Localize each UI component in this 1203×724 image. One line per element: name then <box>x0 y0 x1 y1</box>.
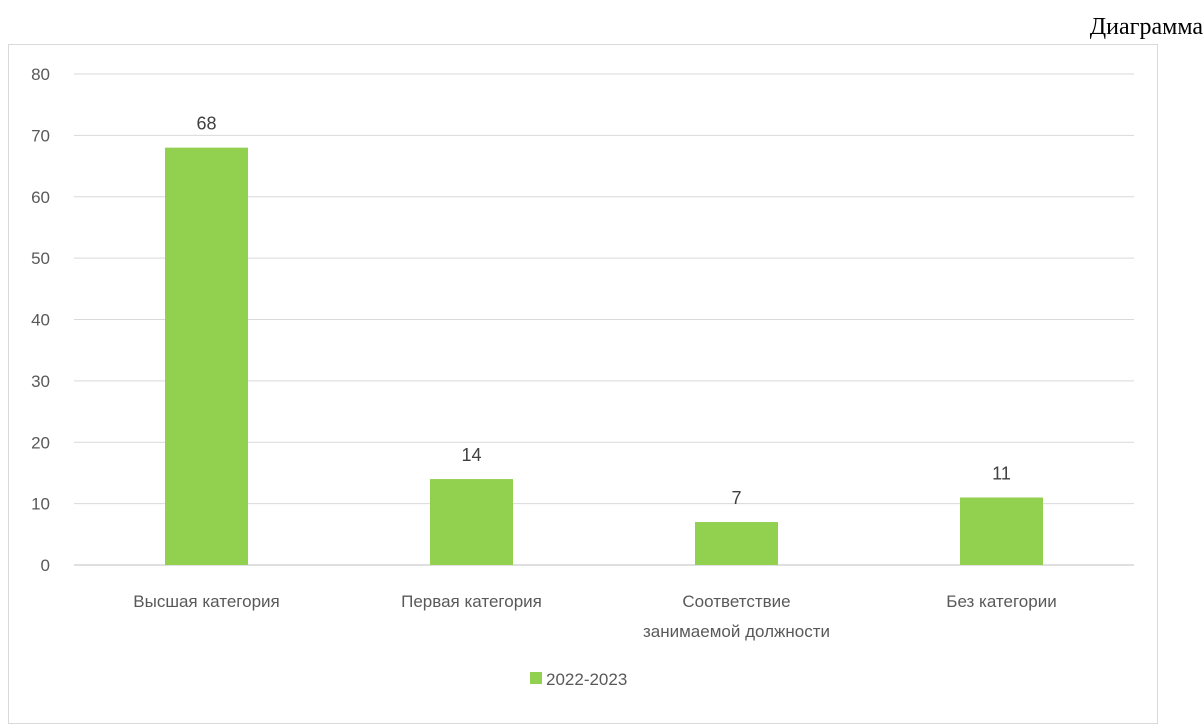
chart-caption: Диаграмма <box>1089 14 1203 40</box>
data-label: 11 <box>992 463 1011 483</box>
data-label: 14 <box>461 445 481 465</box>
y-tick-label: 80 <box>31 65 50 84</box>
category-label: занимаемой должности <box>643 622 830 641</box>
legend-label: 2022-2023 <box>546 670 627 689</box>
data-label: 7 <box>731 488 741 508</box>
category-label: Без категории <box>946 592 1056 611</box>
bar <box>695 522 778 565</box>
bar <box>165 147 248 565</box>
bar <box>960 497 1043 565</box>
bar <box>430 479 513 565</box>
y-tick-label: 20 <box>31 433 50 452</box>
y-tick-label: 70 <box>31 126 50 145</box>
category-label: Высшая категория <box>133 592 279 611</box>
y-tick-label: 40 <box>31 311 50 330</box>
y-tick-label: 30 <box>31 372 50 391</box>
legend-swatch <box>530 672 542 684</box>
category-label: Первая категория <box>401 592 542 611</box>
category-label: Соответствие <box>682 592 790 611</box>
y-tick-label: 10 <box>31 495 50 514</box>
y-tick-label: 50 <box>31 249 50 268</box>
data-label: 68 <box>196 114 216 134</box>
y-tick-label: 0 <box>41 556 50 575</box>
y-tick-label: 60 <box>31 188 50 207</box>
